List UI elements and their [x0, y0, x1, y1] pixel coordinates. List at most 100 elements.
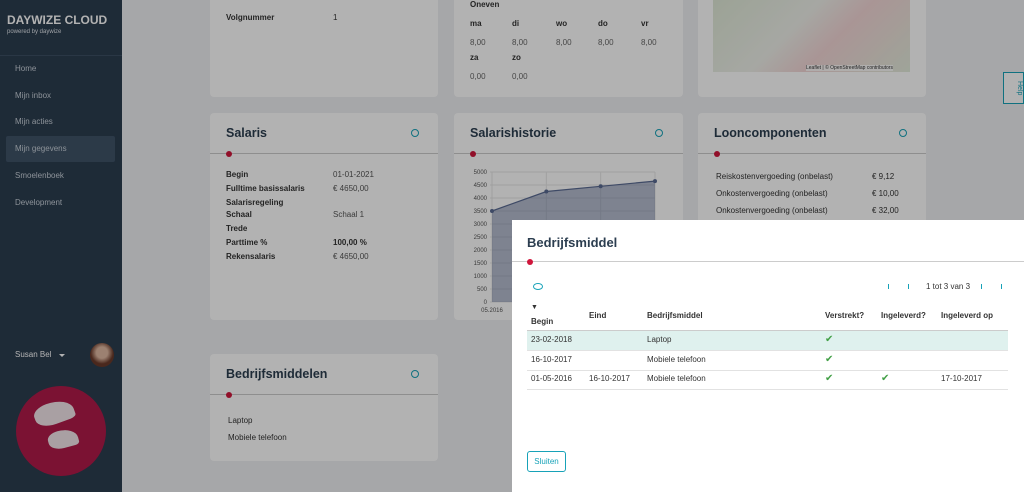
user-name: Susan Bel [15, 350, 52, 359]
day: wo [556, 19, 568, 28]
column-header: Begin [531, 317, 554, 326]
point [490, 209, 494, 213]
rule [512, 261, 1024, 262]
pager-btn[interactable] [888, 284, 893, 289]
hours: 0,00 [470, 72, 486, 81]
label: Onkostenvergoeding (onbelast) [716, 206, 828, 215]
eye-icon [533, 283, 543, 290]
label: Fulltime basissalaris [226, 184, 305, 193]
card [454, 0, 683, 97]
pager-btn[interactable] [977, 284, 982, 289]
nav-item[interactable]: Smoelenboek [15, 171, 64, 180]
label: Volgnummer [226, 13, 275, 22]
day: di [512, 19, 520, 28]
red-dot [226, 392, 232, 398]
nav-item[interactable]: Home [15, 64, 37, 73]
info-icon [411, 370, 419, 378]
y-tick-label: 3000 [474, 222, 488, 228]
red-dot [470, 151, 476, 157]
info-icon [655, 129, 663, 137]
value: € 4650,00 [333, 252, 369, 261]
red-dot [714, 151, 720, 157]
label: Reiskostenvergoeding (onbelast) [716, 172, 833, 181]
hours: 8,00 [598, 38, 614, 47]
check: ✔ [825, 334, 834, 345]
card [210, 354, 438, 461]
y-tick-label: 0 [484, 300, 488, 306]
hours: 0,00 [512, 72, 528, 81]
cell: 16-10-2017 [589, 374, 630, 383]
rule [527, 350, 1008, 351]
rule [210, 153, 438, 154]
y-tick-label: 2500 [474, 235, 488, 241]
column-header: Verstrekt? [825, 311, 865, 320]
label: Onkostenvergoeding (onbelast) [716, 189, 828, 198]
day: ma [470, 19, 482, 28]
card [210, 113, 438, 320]
info-icon [899, 129, 907, 137]
nav-item[interactable]: Development [15, 198, 63, 207]
divider [0, 55, 122, 56]
value: 100,00 % [333, 238, 367, 247]
y-tick-label: 1500 [474, 261, 488, 267]
check: ✔ [825, 354, 834, 365]
sort-indicator: ▼ [531, 304, 538, 311]
label: Begin [226, 170, 249, 179]
nav-item[interactable]: Mijn gegevens [15, 144, 67, 153]
y-tick-label: 4500 [474, 183, 488, 189]
column-header: Bedrijfsmiddel [647, 311, 703, 320]
value: € 32,00 [872, 206, 899, 215]
rule [527, 330, 1008, 331]
label: Salarisregeling [226, 198, 284, 207]
schedule-title: Oneven [470, 0, 500, 9]
day: zo [512, 53, 521, 62]
y-tick-label: 1000 [474, 274, 488, 280]
rule [698, 153, 926, 154]
item: Mobiele telefoon [228, 433, 287, 442]
modal [512, 220, 1024, 492]
value: € 4650,00 [333, 184, 369, 193]
modal-title: Bedrijfsmiddel [527, 235, 618, 250]
cell: Mobiele telefoon [647, 374, 706, 383]
button[interactable]: Sluiten [527, 451, 566, 472]
y-tick-label: 2000 [474, 248, 488, 254]
check: ✔ [881, 373, 890, 384]
value: € 9,12 [872, 172, 895, 181]
label: Trede [226, 224, 248, 233]
nav-item[interactable]: Mijn acties [15, 117, 53, 126]
tagline: powered by daywize [7, 29, 62, 35]
rule [527, 370, 1008, 371]
column-header: Ingeleverd? [881, 311, 926, 320]
item: Laptop [228, 416, 253, 425]
y-tick-label: 4000 [474, 196, 488, 202]
cell: 23-02-2018 [531, 335, 572, 344]
nav-item[interactable]: Mijn inbox [15, 91, 52, 100]
red-dot [226, 151, 232, 157]
cell: 17-10-2017 [941, 374, 982, 383]
pager-btn[interactable] [908, 284, 913, 289]
line [491, 180, 656, 212]
value: 1 [333, 13, 338, 22]
red-dot [527, 259, 533, 265]
point [598, 184, 603, 189]
pager-btn[interactable] [997, 284, 1002, 289]
hours: 8,00 [556, 38, 572, 47]
check: ✔ [825, 373, 834, 384]
hours: 8,00 [641, 38, 657, 47]
user-caret [59, 354, 65, 357]
info-icon [411, 129, 419, 137]
day: vr [641, 19, 649, 28]
hours: 8,00 [512, 38, 528, 47]
label: Schaal [226, 210, 252, 219]
rule [210, 394, 438, 395]
y-tick-label: 5000 [474, 170, 488, 176]
row-highlight [527, 331, 1008, 350]
cell: Laptop [647, 335, 672, 344]
value: 01-01-2021 [333, 170, 374, 179]
hours: 8,00 [470, 38, 486, 47]
card-title: Bedrijfsmiddelen [226, 367, 328, 381]
y-tick-label: 3500 [474, 209, 488, 215]
point [544, 189, 549, 194]
cell: 16-10-2017 [531, 355, 572, 364]
